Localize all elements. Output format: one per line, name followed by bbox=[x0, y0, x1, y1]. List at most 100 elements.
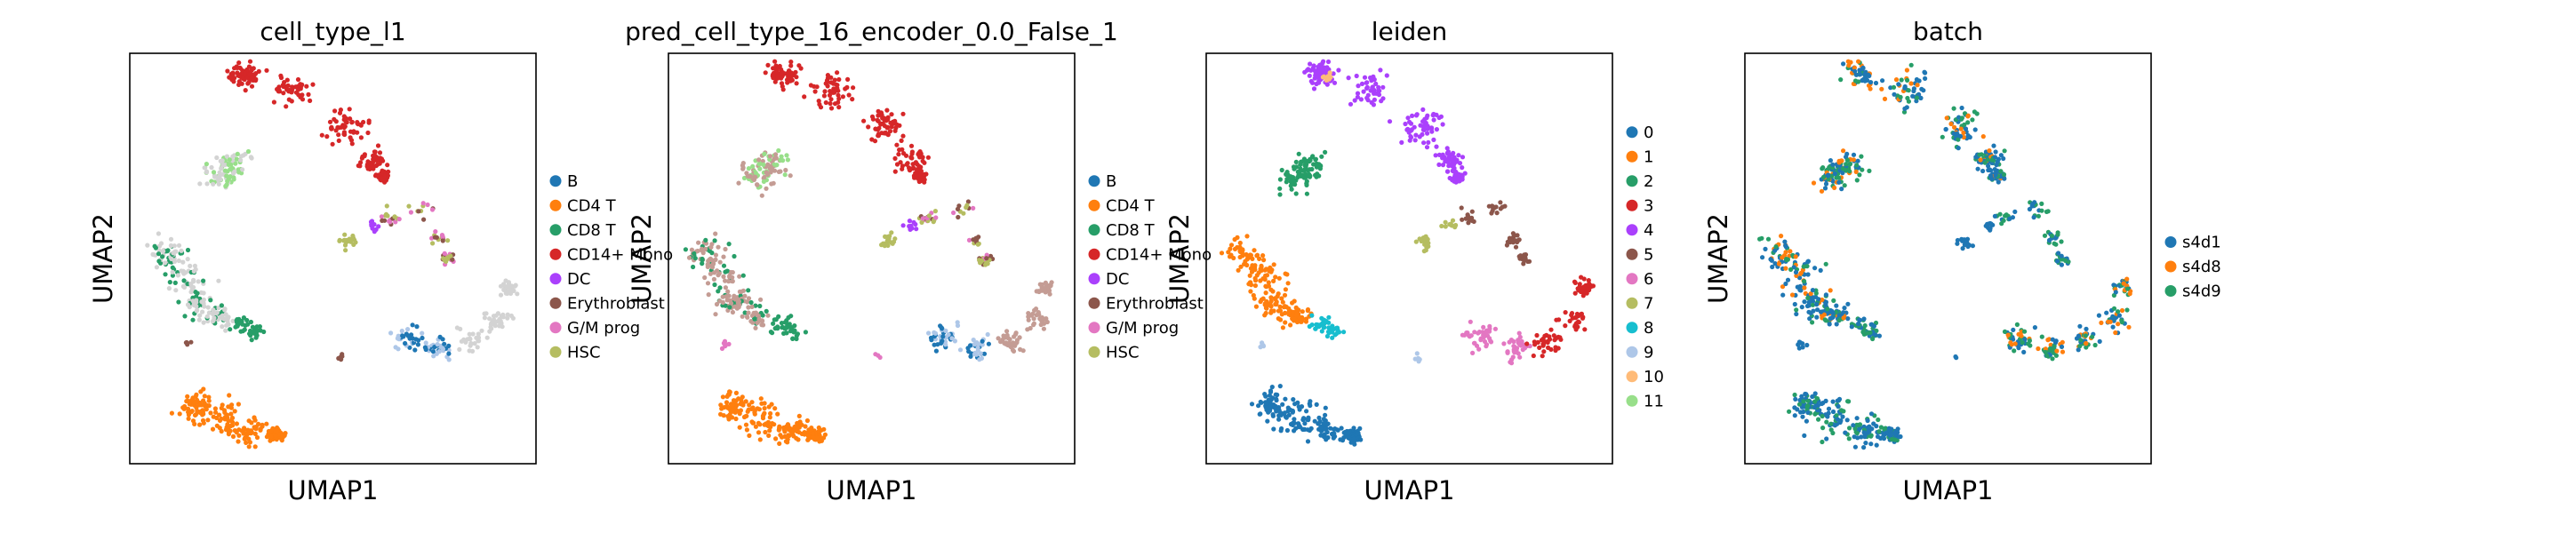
point bbox=[1252, 267, 1258, 273]
point bbox=[1955, 241, 1960, 246]
point bbox=[1319, 315, 1324, 321]
point bbox=[2077, 344, 2083, 349]
point bbox=[1280, 325, 1285, 330]
point bbox=[951, 210, 956, 216]
point bbox=[750, 163, 756, 169]
point bbox=[341, 237, 347, 243]
point bbox=[1763, 246, 1768, 251]
point bbox=[1992, 155, 1997, 160]
point bbox=[1293, 426, 1299, 431]
point bbox=[1806, 303, 1812, 308]
point bbox=[217, 173, 223, 179]
point bbox=[1789, 292, 1796, 298]
point bbox=[721, 274, 726, 279]
point bbox=[916, 179, 922, 185]
point bbox=[918, 169, 924, 174]
point bbox=[2002, 148, 2007, 154]
point bbox=[300, 97, 306, 102]
point bbox=[182, 314, 188, 319]
point bbox=[364, 163, 370, 169]
point bbox=[1322, 426, 1327, 432]
point bbox=[985, 331, 990, 338]
point bbox=[803, 330, 809, 335]
point bbox=[1259, 297, 1264, 302]
point bbox=[1820, 426, 1826, 431]
point bbox=[1288, 322, 1293, 328]
point bbox=[226, 432, 231, 437]
legend-marker bbox=[1088, 175, 1100, 187]
point bbox=[176, 258, 181, 264]
point bbox=[1453, 159, 1459, 164]
point bbox=[713, 312, 718, 317]
point bbox=[1845, 301, 1851, 306]
point bbox=[1450, 218, 1456, 223]
point bbox=[1356, 84, 1361, 89]
point bbox=[1540, 343, 1546, 348]
point bbox=[1834, 413, 1839, 418]
point bbox=[1364, 80, 1370, 85]
point bbox=[723, 342, 729, 347]
point bbox=[2050, 356, 2055, 362]
point bbox=[1791, 265, 1796, 270]
point bbox=[1805, 398, 1811, 403]
point bbox=[792, 323, 797, 329]
point bbox=[1307, 323, 1312, 330]
point bbox=[1418, 123, 1423, 128]
point bbox=[975, 242, 980, 247]
point bbox=[1812, 404, 1817, 410]
point bbox=[216, 181, 221, 187]
point bbox=[508, 313, 515, 319]
point bbox=[1951, 106, 1956, 111]
point bbox=[1819, 188, 1825, 194]
legend-label: HSC bbox=[567, 343, 601, 362]
point bbox=[1841, 310, 1846, 315]
point bbox=[1846, 436, 1852, 442]
point bbox=[1314, 322, 1319, 327]
point bbox=[2090, 334, 2095, 339]
point bbox=[1508, 338, 1514, 343]
point bbox=[1812, 391, 1818, 396]
point bbox=[1447, 175, 1452, 181]
point bbox=[753, 171, 758, 176]
point bbox=[821, 93, 828, 99]
point bbox=[1283, 414, 1288, 419]
point bbox=[275, 86, 280, 92]
point bbox=[1551, 333, 1556, 338]
point bbox=[1797, 287, 1803, 292]
point bbox=[1804, 418, 1809, 424]
point bbox=[228, 327, 233, 332]
point bbox=[1852, 68, 1858, 74]
point bbox=[1450, 168, 1455, 173]
point bbox=[1018, 346, 1023, 352]
point bbox=[351, 129, 356, 134]
point bbox=[761, 176, 766, 181]
point bbox=[909, 149, 915, 155]
point bbox=[467, 331, 472, 337]
point bbox=[1948, 121, 1954, 127]
point bbox=[1291, 397, 1296, 402]
point bbox=[228, 405, 234, 410]
legend-marker bbox=[549, 297, 562, 309]
point bbox=[170, 269, 175, 274]
point bbox=[1268, 295, 1274, 300]
point bbox=[172, 243, 177, 249]
point bbox=[206, 310, 212, 315]
point bbox=[1273, 274, 1278, 280]
point bbox=[247, 331, 252, 337]
point bbox=[290, 84, 295, 90]
point bbox=[484, 335, 490, 340]
point bbox=[1507, 237, 1512, 243]
point bbox=[1399, 139, 1404, 145]
legend-label: G/M prog bbox=[1106, 319, 1179, 338]
point bbox=[983, 262, 988, 267]
point bbox=[400, 333, 405, 338]
point bbox=[1262, 392, 1268, 397]
point bbox=[186, 416, 191, 421]
point bbox=[236, 60, 242, 66]
point bbox=[740, 314, 745, 319]
point bbox=[1252, 278, 1259, 283]
point bbox=[956, 214, 961, 220]
point bbox=[220, 163, 226, 168]
point bbox=[206, 398, 212, 403]
point bbox=[1311, 162, 1316, 167]
